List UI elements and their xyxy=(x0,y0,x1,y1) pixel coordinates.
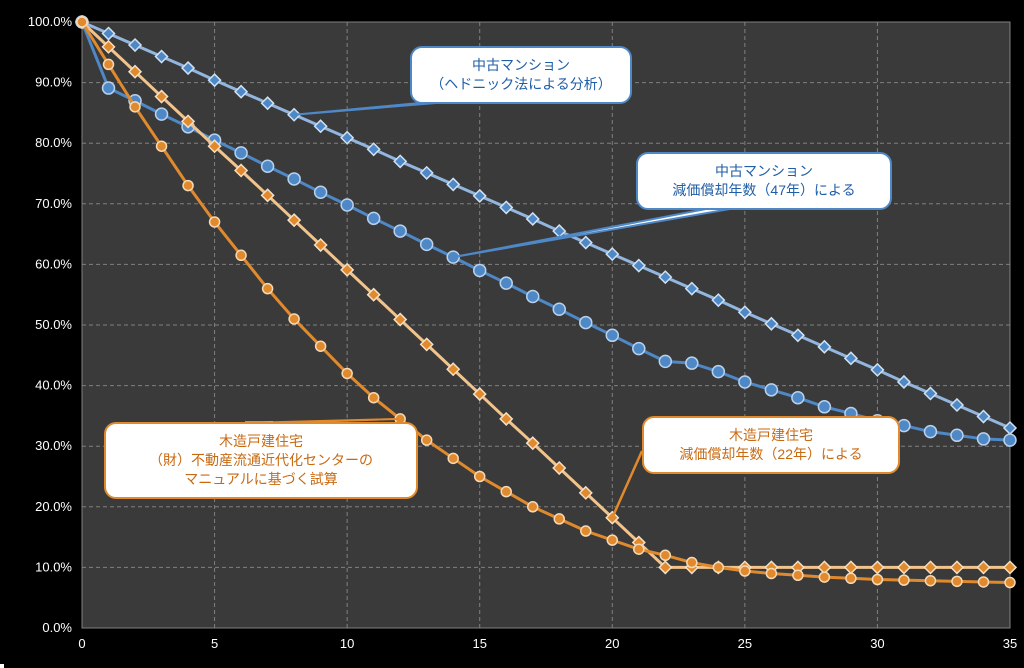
series-marker-wood_manual xyxy=(342,368,352,378)
series-marker-mansion_47yr xyxy=(262,160,274,172)
series-marker-wood_manual xyxy=(130,102,140,112)
y-axis-tick-label: 40.0% xyxy=(35,378,72,393)
series-marker-wood_manual xyxy=(819,572,829,582)
series-marker-mansion_47yr xyxy=(103,82,115,94)
series-marker-wood_manual xyxy=(554,514,564,524)
series-marker-wood_manual xyxy=(475,472,485,482)
series-marker-wood_manual xyxy=(660,550,670,560)
series-marker-mansion_47yr xyxy=(712,366,724,378)
series-marker-wood_manual xyxy=(978,577,988,587)
chart-frame: 0.0% 10.0% 20.0% 30.0% 40.0% 50.0% 60.0% 70.0% 8… xyxy=(0,0,1024,664)
callout-line: （財）不動産流通近代化センターの xyxy=(120,451,402,470)
series-marker-wood_manual xyxy=(740,566,750,576)
series-marker-mansion_47yr xyxy=(500,277,512,289)
callout-line: 木造戸建住宅 xyxy=(120,432,402,451)
series-marker-mansion_47yr xyxy=(527,291,539,303)
y-axis-tick-label: 90.0% xyxy=(35,75,72,90)
callout-line: マニュアルに基づく試算 xyxy=(120,470,402,489)
callout-box: 中古マンション（ヘドニック法による分析） xyxy=(410,46,632,104)
series-marker-mansion_47yr xyxy=(341,199,353,211)
series-marker-mansion_47yr xyxy=(659,355,671,367)
series-marker-wood_manual xyxy=(316,341,326,351)
series-marker-mansion_47yr xyxy=(288,173,300,185)
series-marker-wood_manual xyxy=(1005,578,1015,588)
series-marker-wood_manual xyxy=(157,141,167,151)
callout-line: （ヘドニック法による分析） xyxy=(426,75,616,94)
series-marker-wood_manual xyxy=(634,544,644,554)
series-marker-mansion_47yr xyxy=(739,376,751,388)
series-marker-wood_manual xyxy=(263,284,273,294)
series-marker-wood_manual xyxy=(581,526,591,536)
series-marker-wood_manual xyxy=(369,393,379,403)
series-marker-wood_manual xyxy=(501,487,511,497)
series-marker-mansion_47yr xyxy=(156,108,168,120)
series-marker-mansion_47yr xyxy=(235,147,247,159)
y-axis-tick-label: 50.0% xyxy=(35,317,72,332)
x-axis-tick-label: 25 xyxy=(738,636,752,651)
series-marker-wood_manual xyxy=(766,568,776,578)
series-marker-mansion_47yr xyxy=(315,186,327,198)
y-axis-tick-label: 30.0% xyxy=(35,438,72,453)
series-marker-wood_manual xyxy=(77,17,87,27)
series-marker-mansion_47yr xyxy=(686,357,698,369)
series-marker-wood_manual xyxy=(925,576,935,586)
y-axis-tick-label: 70.0% xyxy=(35,196,72,211)
y-axis-tick-label: 80.0% xyxy=(35,135,72,150)
series-marker-mansion_47yr xyxy=(368,212,380,224)
x-axis-tick-label: 5 xyxy=(211,636,218,651)
series-marker-wood_manual xyxy=(236,250,246,260)
series-marker-mansion_47yr xyxy=(792,392,804,404)
series-marker-wood_manual xyxy=(713,562,723,572)
series-marker-mansion_47yr xyxy=(924,426,936,438)
series-marker-wood_manual xyxy=(872,575,882,585)
x-axis-tick-label: 0 xyxy=(78,636,85,651)
callout-line: 木造戸建住宅 xyxy=(658,426,884,445)
series-marker-mansion_47yr xyxy=(818,401,830,413)
series-marker-wood_manual xyxy=(687,558,697,568)
series-marker-wood_manual xyxy=(183,181,193,191)
series-marker-mansion_47yr xyxy=(633,343,645,355)
y-axis-tick-label: 0.0% xyxy=(42,620,72,635)
y-axis-tick-label: 100.0% xyxy=(28,14,73,29)
callout-box: 木造戸建住宅減価償却年数（22年）による xyxy=(642,416,900,474)
y-axis-tick-label: 10.0% xyxy=(35,559,72,574)
series-marker-mansion_47yr xyxy=(1004,434,1016,446)
series-marker-mansion_47yr xyxy=(394,225,406,237)
series-marker-wood_manual xyxy=(210,217,220,227)
series-marker-mansion_47yr xyxy=(553,303,565,315)
callout-box: 木造戸建住宅（財）不動産流通近代化センターのマニュアルに基づく試算 xyxy=(104,422,418,499)
x-axis-tick-label: 10 xyxy=(340,636,354,651)
series-marker-wood_manual xyxy=(104,59,114,69)
x-axis-tick-label: 15 xyxy=(472,636,486,651)
callout-box: 中古マンション減価償却年数（47年）による xyxy=(636,152,892,210)
series-marker-wood_manual xyxy=(793,570,803,580)
series-marker-wood_manual xyxy=(899,575,909,585)
series-marker-mansion_47yr xyxy=(606,329,618,341)
callout-line: 減価償却年数（47年）による xyxy=(652,181,876,200)
series-marker-mansion_47yr xyxy=(421,238,433,250)
series-marker-wood_manual xyxy=(422,435,432,445)
x-axis-tick-label: 20 xyxy=(605,636,619,651)
series-marker-wood_manual xyxy=(448,453,458,463)
series-marker-wood_manual xyxy=(528,502,538,512)
series-marker-wood_manual xyxy=(607,535,617,545)
series-marker-mansion_47yr xyxy=(977,433,989,445)
series-marker-wood_manual xyxy=(289,314,299,324)
series-marker-mansion_47yr xyxy=(765,384,777,396)
x-axis-tick-label: 35 xyxy=(1003,636,1017,651)
series-marker-mansion_47yr xyxy=(474,264,486,276)
series-marker-wood_manual xyxy=(952,576,962,586)
callout-line: 中古マンション xyxy=(652,162,876,181)
x-axis-tick-label: 30 xyxy=(870,636,884,651)
series-marker-mansion_47yr xyxy=(580,317,592,329)
y-axis-tick-label: 60.0% xyxy=(35,256,72,271)
y-axis-tick-label: 20.0% xyxy=(35,499,72,514)
series-marker-wood_manual xyxy=(846,573,856,583)
series-marker-mansion_47yr xyxy=(951,429,963,441)
callout-line: 減価償却年数（22年）による xyxy=(658,445,884,464)
callout-line: 中古マンション xyxy=(426,56,616,75)
